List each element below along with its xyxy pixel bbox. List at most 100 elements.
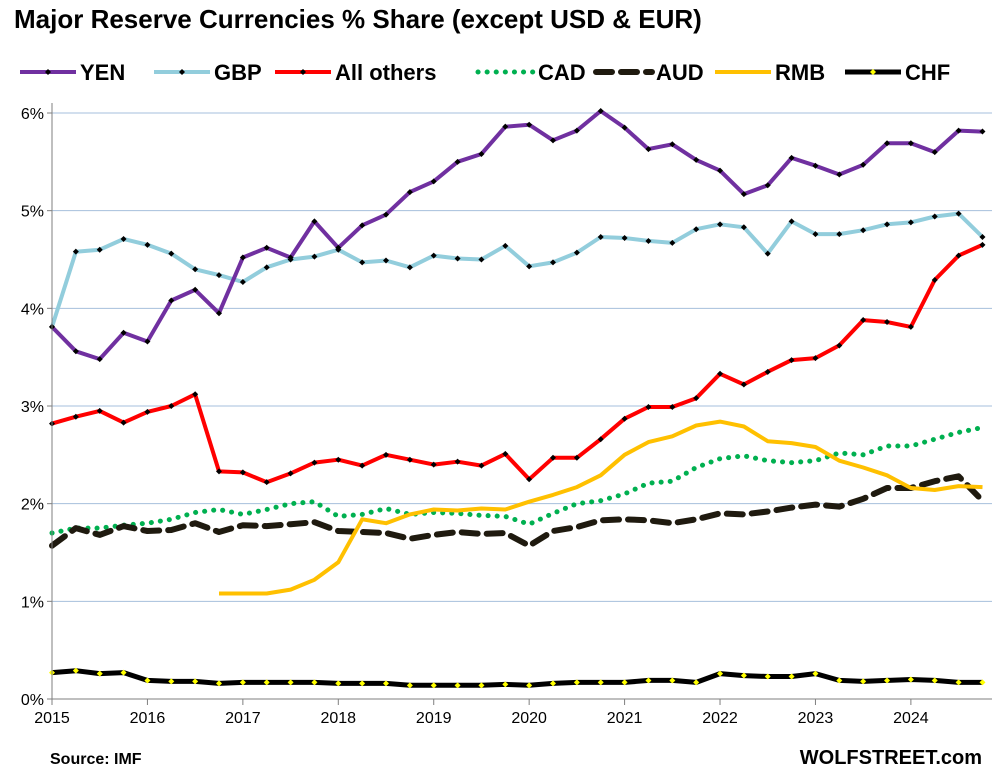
data-point-gbp (550, 259, 557, 266)
data-point-gbp (717, 221, 724, 228)
data-point-gbp (263, 264, 270, 271)
source-label: Source: IMF (50, 751, 142, 768)
data-point-yen (454, 158, 461, 165)
data-point-gbp (931, 213, 938, 220)
y-tick-label: 2% (21, 497, 44, 514)
data-point-chf (645, 677, 652, 684)
data-point-chf (597, 679, 604, 686)
data-point-chf (860, 678, 867, 685)
series-line-yen (50, 109, 983, 362)
data-point-chf (144, 677, 151, 684)
legend-label-aud: AUD (656, 60, 704, 85)
data-point-all-others (383, 451, 390, 458)
data-point-yen (884, 140, 891, 147)
data-point-chf (383, 680, 390, 687)
data-point-yen (812, 162, 819, 169)
data-point-gbp (764, 250, 771, 257)
data-point-yen (96, 356, 103, 363)
data-point-all-others (597, 436, 604, 443)
data-point-yen (979, 128, 986, 135)
data-point-yen (359, 222, 366, 229)
data-point-yen (621, 124, 628, 131)
data-point-all-others (144, 408, 151, 415)
data-point-yen (955, 127, 962, 134)
data-point-chf (669, 677, 676, 684)
legend-label-cad: CAD (538, 60, 586, 85)
data-point-all-others (740, 381, 747, 388)
legend-label-rmb: RMB (775, 60, 825, 85)
data-point-all-others (335, 456, 342, 463)
data-point-all-others (406, 456, 413, 463)
data-point-chf (359, 680, 366, 687)
legend-label-gbp: GBP (214, 60, 262, 85)
data-point-all-others (907, 323, 914, 330)
x-tick-label: 2023 (798, 710, 834, 727)
data-point-all-others (359, 462, 366, 469)
data-point-chf (740, 672, 747, 679)
data-point-gbp (430, 252, 437, 259)
data-point-chf (884, 677, 891, 684)
series-chf (49, 667, 986, 689)
data-point-all-others (621, 415, 628, 422)
data-point-all-others (931, 277, 938, 284)
brand-label: WOLFSTREET.com (800, 747, 982, 768)
data-point-all-others (884, 319, 891, 326)
legend-item-all-others: All others (275, 60, 436, 85)
data-point-gbp (645, 237, 652, 244)
data-point-yen (502, 123, 509, 130)
data-point-chf (335, 680, 342, 687)
x-tick-label: 2020 (511, 710, 547, 727)
data-point-yen (192, 286, 199, 293)
data-point-chf (216, 680, 223, 687)
data-point-yen (740, 191, 747, 198)
data-point-gbp (573, 249, 580, 256)
x-tick-label: 2015 (34, 710, 70, 727)
legend: YEN GBP All others CAD AUD RMB CHF (20, 60, 950, 85)
legend-label-chf: CHF (905, 60, 950, 85)
data-point-chf (192, 678, 199, 685)
data-point-chf (502, 681, 509, 688)
x-tick-label: 2016 (130, 710, 166, 727)
data-point-all-others (812, 355, 819, 362)
data-point-chf (812, 670, 819, 677)
y-tick-label: 6% (21, 106, 44, 123)
x-tick-label: 2019 (416, 710, 452, 727)
data-point-gbp (693, 226, 700, 233)
data-point-all-others (72, 413, 79, 420)
series-line-rmb (219, 419, 983, 596)
data-point-chf (311, 679, 318, 686)
legend-marker-all-others (300, 69, 306, 75)
legend-label-yen: YEN (80, 60, 125, 85)
data-point-all-others (764, 368, 771, 375)
y-tick-label: 4% (21, 301, 44, 318)
data-point-chf (239, 679, 246, 686)
legend-item-aud: AUD (593, 60, 704, 85)
data-point-chf (931, 677, 938, 684)
data-point-yen (478, 151, 485, 158)
data-point-chf (406, 682, 413, 689)
data-point-yen (216, 310, 223, 317)
data-point-all-others (216, 468, 223, 475)
series-gbp (49, 210, 986, 330)
data-point-all-others (717, 370, 724, 377)
data-point-all-others (96, 407, 103, 414)
data-point-gbp (788, 218, 795, 225)
data-point-chf (550, 680, 557, 687)
data-point-all-others (669, 403, 676, 410)
axes: 0% 1% 2% 3% 4% 5% 6% 2015 2016 2017 2018 2019 2020 20… (21, 103, 992, 727)
data-point-chf (168, 678, 175, 685)
data-point-gbp (955, 210, 962, 217)
data-point-gbp (168, 250, 175, 257)
data-point-yen (645, 146, 652, 153)
data-point-all-others (955, 252, 962, 259)
data-point-all-others (550, 454, 557, 461)
data-point-chf (573, 679, 580, 686)
data-point-chf (96, 670, 103, 677)
data-point-chf (120, 669, 127, 676)
data-point-yen (120, 329, 127, 336)
data-point-yen (836, 171, 843, 178)
data-point-all-others (693, 395, 700, 402)
series-cad (49, 425, 985, 536)
legend-item-gbp: GBP (154, 60, 262, 85)
data-point-chf (979, 679, 986, 686)
